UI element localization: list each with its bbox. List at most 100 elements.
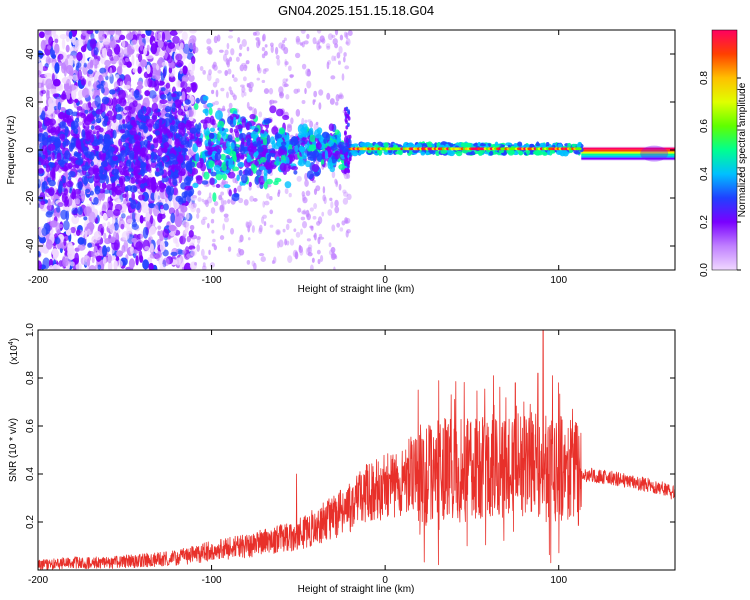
spectrogram-cell [76, 51, 83, 61]
spectrogram-cell [38, 168, 45, 174]
spectrogram-cell [61, 192, 67, 203]
snr-y-tick-label: 0.4 [25, 467, 36, 481]
spectrogram-cell [230, 142, 235, 150]
spectrogram-cell [134, 159, 141, 169]
spectrogram-cell [52, 263, 59, 270]
spectrogram-cell [307, 244, 313, 250]
spectrogram-cell [118, 66, 123, 76]
spectrogram-cell [297, 132, 302, 138]
spectrogram-cell [241, 137, 245, 145]
spectrogram-cell [152, 67, 157, 72]
spectrogram-cell [334, 178, 338, 185]
spectrogram-y-tick-label: 20 [25, 96, 36, 108]
spectrogram-cell [38, 70, 42, 76]
spectrogram-cell [41, 144, 48, 155]
spectrogram-cell [309, 134, 316, 143]
spectrogram-cell [95, 117, 102, 124]
spectrogram-cell [139, 140, 145, 147]
spectrogram-cell [189, 127, 198, 134]
spectrogram-cell [68, 31, 73, 39]
spectrogram-cell [57, 53, 64, 60]
spectrogram-cell [83, 62, 87, 68]
spectrogram-cell [249, 195, 254, 202]
spectrogram-cell [44, 105, 48, 112]
spectrogram-cell [311, 163, 320, 173]
spectrogram-cell [41, 154, 46, 160]
spectrogram-cell [163, 64, 167, 77]
spectrogram-cell [215, 77, 220, 84]
spectrogram-cell [46, 204, 54, 211]
snr-x-tick-label: 0 [382, 575, 388, 586]
spectrogram-cell [135, 152, 139, 162]
spectrogram-cell [160, 94, 167, 100]
spectrogram-cell [38, 82, 44, 89]
spectrogram-cell [191, 168, 199, 175]
spectrogram-cell [221, 179, 226, 186]
spectrogram-cell [152, 204, 160, 217]
spectrogram-cell [190, 195, 198, 201]
spectrogram-cell [79, 100, 83, 105]
spectrogram-cell [263, 119, 271, 125]
spectrogram-cell [83, 176, 88, 187]
spectrogram-cell [294, 251, 299, 260]
spectrogram-cell [111, 97, 118, 108]
spectrogram-cell [139, 41, 144, 52]
spectrogram-cell [74, 98, 79, 104]
spectrogram-cell [50, 167, 56, 178]
snr-y-tick-label: 0.6 [25, 419, 36, 433]
spectrogram-cell [182, 249, 187, 254]
spectrogram-cell [239, 133, 244, 139]
spectrogram-cell [210, 171, 217, 177]
colorbar: 0.0 0.2 0.4 0.6 0.8 Normalized spectral ampl… [699, 29, 748, 277]
spectrogram-cell [56, 205, 61, 213]
spectrogram-cell [250, 130, 259, 140]
spectrogram-cell [196, 207, 201, 214]
spectrogram-cell [313, 90, 318, 98]
spectrogram-cell [241, 86, 246, 93]
spectrogram-cell [239, 64, 245, 72]
spectrogram-cell [163, 30, 170, 37]
spectrogram-cell [60, 209, 68, 220]
spectrogram-cell [93, 197, 99, 205]
spectrogram-cell [333, 266, 336, 270]
spectrogram-cell [242, 76, 247, 82]
spectrogram-cell [271, 260, 275, 265]
spectrogram-cell [41, 110, 46, 120]
spectrogram-cell [104, 59, 111, 67]
spectrogram-cell [159, 118, 163, 125]
spectrogram-cell [235, 56, 240, 62]
spectrogram-cell [84, 109, 89, 114]
spectrogram-cell [304, 119, 308, 124]
spectrogram-cell [54, 43, 60, 54]
spectrogram-cell [224, 128, 229, 133]
spectrogram-cell [65, 64, 74, 75]
spectrogram-cell [581, 155, 675, 158]
spectrogram-cell [217, 69, 222, 74]
spectrogram-cell [124, 106, 133, 111]
spectrogram-cell [329, 98, 335, 105]
spectrogram-cell [283, 37, 287, 42]
spectrogram-cell [139, 161, 147, 168]
spectrogram-cell [202, 265, 207, 270]
spectrogram-cell [163, 203, 169, 211]
spectrogram-cell [206, 46, 212, 51]
spectrogram-cell [322, 194, 326, 202]
spectrogram-cell [197, 197, 202, 202]
spectrogram-cell [48, 36, 54, 47]
spectrogram-cell [76, 105, 83, 111]
spectrogram-cell [45, 211, 53, 218]
spectrogram-cell [126, 227, 133, 234]
spectrogram-cell [115, 103, 122, 113]
spectrogram-cell [89, 151, 95, 160]
spectrogram-cell [244, 64, 248, 69]
spectrogram-cell [331, 170, 336, 179]
spectrogram-cell [295, 38, 301, 45]
spectrogram-cell [330, 246, 336, 254]
spectrogram-cell [339, 227, 344, 232]
spectrogram-cell [297, 207, 302, 213]
spectrogram-cell [338, 45, 343, 54]
spectrogram-cell [175, 242, 180, 248]
spectrogram-cell [342, 197, 349, 205]
spectrogram-cell [328, 242, 332, 248]
spectrogram-cell [161, 126, 168, 134]
